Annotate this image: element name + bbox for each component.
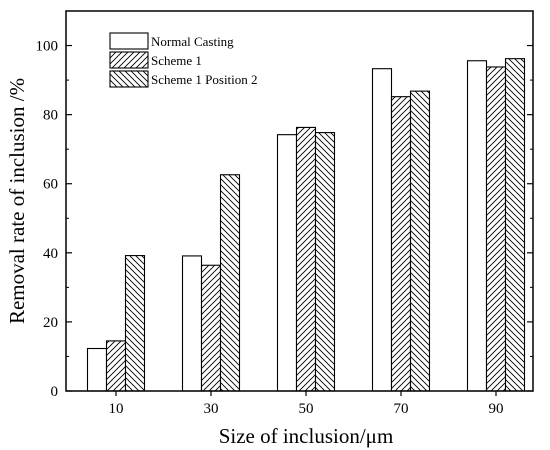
bar-scheme-1-70: [390, 96, 412, 392]
legend-label: Scheme 1 Position 2: [151, 72, 258, 87]
bar-normal-casting-10: [86, 347, 108, 392]
bar-scheme-1-10: [105, 340, 127, 392]
x-tick-label: 10: [109, 401, 124, 417]
x-axis-title: Size of inclusion/μm: [219, 424, 394, 448]
bar-scheme-1-position-2-70: [409, 90, 431, 392]
legend-swatch: [109, 70, 149, 88]
bar-scheme-1-90: [485, 66, 507, 392]
bar-normal-casting-70: [371, 68, 393, 392]
bar-scheme-1-position-2-50: [314, 132, 336, 392]
bar-scheme-1-50: [295, 126, 317, 392]
x-tick-label: 30: [204, 401, 219, 417]
legend-swatch: [109, 32, 149, 50]
plot-frame: [65, 10, 534, 392]
legend-label: Normal Casting: [151, 34, 234, 49]
y-tick-label: 0: [51, 384, 59, 400]
bar-scheme-1-30: [200, 264, 222, 392]
bar-scheme-1-position-2-30: [219, 174, 241, 392]
bars-group: [86, 58, 526, 392]
x-axis: 10 30 50 70 90: [109, 391, 504, 417]
y-axis: 0 20 40 60 80 100: [36, 39, 533, 400]
y-tick-label: 20: [43, 315, 58, 331]
legend: Normal Casting Scheme 1 Scheme 1 Position …: [109, 32, 258, 88]
bar-normal-casting-30: [181, 255, 203, 392]
x-tick-label: 90: [489, 401, 504, 417]
y-tick-label: 80: [43, 108, 58, 124]
y-tick-label: 100: [36, 39, 59, 55]
bar-normal-casting-50: [276, 134, 298, 392]
legend-label: Scheme 1: [151, 53, 202, 68]
bar-normal-casting-90: [466, 60, 488, 392]
y-tick-label: 60: [43, 177, 58, 193]
legend-swatch: [109, 51, 149, 69]
y-tick-label: 40: [43, 246, 58, 262]
x-tick-label: 50: [299, 401, 314, 417]
bar-scheme-1-position-2-10: [124, 255, 146, 392]
y-axis-title: Removal rate of inclusion /%: [5, 78, 29, 324]
x-tick-label: 70: [394, 401, 409, 417]
bar-scheme-1-position-2-90: [504, 58, 526, 392]
